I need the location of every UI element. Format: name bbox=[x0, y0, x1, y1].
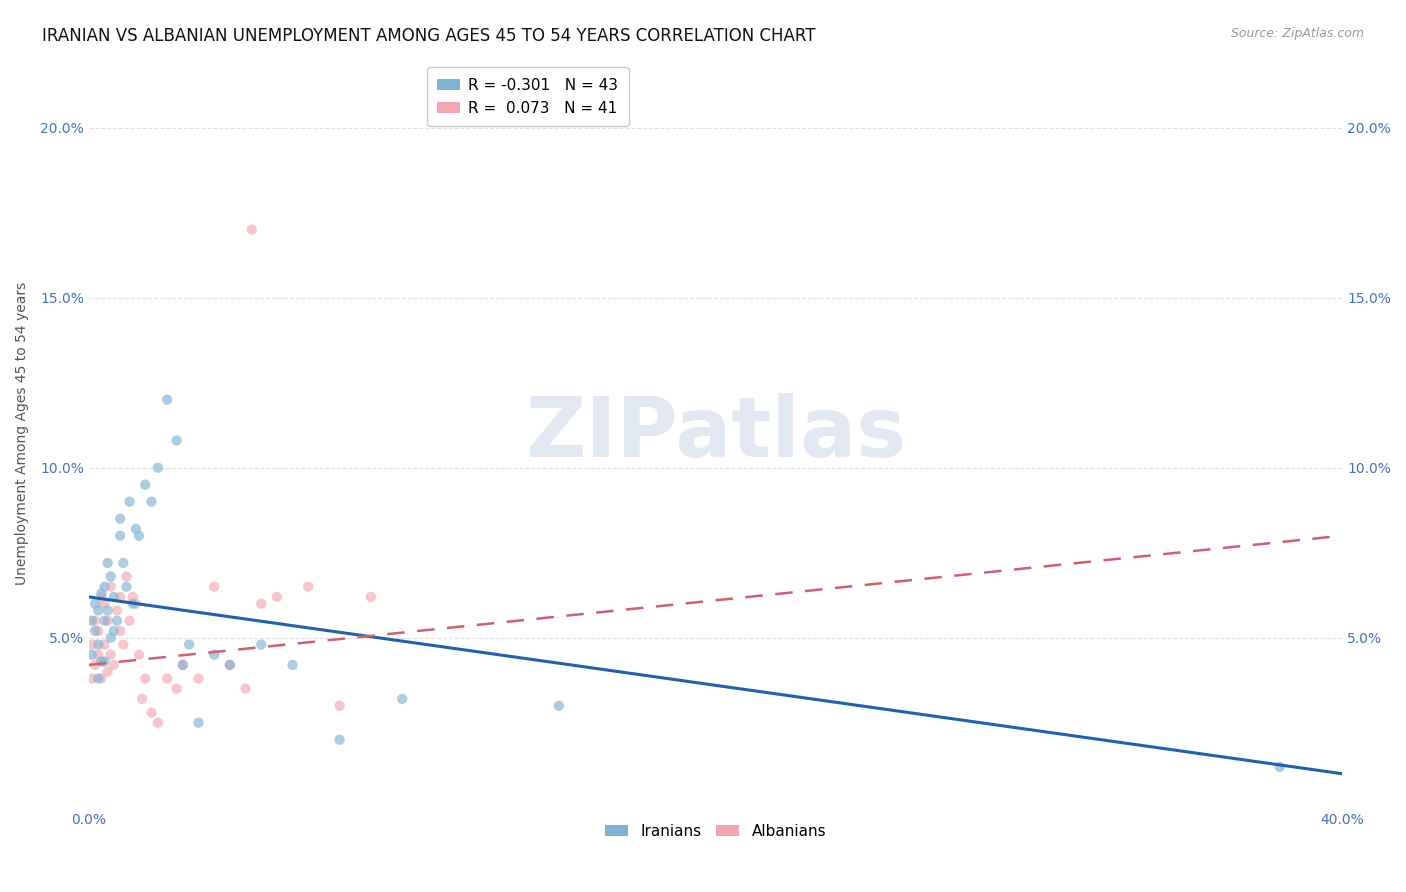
Text: ZIPatlas: ZIPatlas bbox=[524, 393, 905, 475]
Point bbox=[93, 614, 115, 628]
Point bbox=[172, 657, 194, 672]
Point bbox=[90, 655, 112, 669]
Point bbox=[266, 590, 288, 604]
Point bbox=[105, 614, 128, 628]
Point bbox=[97, 556, 120, 570]
Y-axis label: Unemployment Among Ages 45 to 54 years: Unemployment Among Ages 45 to 54 years bbox=[15, 282, 30, 585]
Text: Source: ZipAtlas.com: Source: ZipAtlas.com bbox=[1230, 27, 1364, 40]
Legend: Iranians, Albanians: Iranians, Albanians bbox=[599, 818, 832, 845]
Point bbox=[80, 648, 103, 662]
Point bbox=[166, 681, 188, 696]
Point bbox=[84, 614, 107, 628]
Point bbox=[328, 732, 350, 747]
Point bbox=[115, 580, 138, 594]
Point bbox=[179, 638, 201, 652]
Point bbox=[125, 522, 148, 536]
Point bbox=[112, 556, 135, 570]
Point bbox=[90, 586, 112, 600]
Point bbox=[108, 529, 131, 543]
Point bbox=[108, 624, 131, 638]
Point bbox=[80, 638, 103, 652]
Point bbox=[391, 692, 413, 706]
Point bbox=[235, 681, 257, 696]
Point bbox=[100, 631, 122, 645]
Point bbox=[118, 494, 141, 508]
Point bbox=[134, 477, 156, 491]
Point bbox=[93, 597, 115, 611]
Point bbox=[297, 580, 319, 594]
Point bbox=[93, 655, 115, 669]
Point bbox=[146, 460, 169, 475]
Point bbox=[90, 672, 112, 686]
Point bbox=[156, 672, 179, 686]
Point bbox=[131, 692, 153, 706]
Point bbox=[281, 657, 304, 672]
Point bbox=[80, 614, 103, 628]
Point bbox=[105, 603, 128, 617]
Point bbox=[80, 672, 103, 686]
Point bbox=[141, 706, 163, 720]
Point bbox=[87, 603, 110, 617]
Point bbox=[240, 222, 263, 236]
Point bbox=[103, 624, 125, 638]
Point bbox=[100, 569, 122, 583]
Point bbox=[121, 597, 143, 611]
Point bbox=[141, 494, 163, 508]
Point bbox=[84, 624, 107, 638]
Point bbox=[250, 638, 273, 652]
Point bbox=[128, 529, 150, 543]
Point bbox=[250, 597, 273, 611]
Point bbox=[166, 434, 188, 448]
Point bbox=[87, 638, 110, 652]
Point bbox=[97, 603, 120, 617]
Point bbox=[187, 715, 209, 730]
Point bbox=[103, 590, 125, 604]
Point bbox=[360, 590, 382, 604]
Point bbox=[108, 511, 131, 525]
Point bbox=[84, 597, 107, 611]
Point bbox=[202, 580, 225, 594]
Point bbox=[93, 580, 115, 594]
Point bbox=[90, 590, 112, 604]
Point bbox=[1268, 760, 1291, 774]
Point bbox=[121, 590, 143, 604]
Point bbox=[128, 648, 150, 662]
Point bbox=[547, 698, 569, 713]
Point bbox=[87, 648, 110, 662]
Point bbox=[97, 614, 120, 628]
Point bbox=[84, 657, 107, 672]
Point bbox=[125, 597, 148, 611]
Point bbox=[118, 614, 141, 628]
Point bbox=[103, 657, 125, 672]
Point bbox=[100, 648, 122, 662]
Point bbox=[115, 569, 138, 583]
Point bbox=[112, 638, 135, 652]
Point bbox=[97, 665, 120, 679]
Point bbox=[156, 392, 179, 407]
Point bbox=[202, 648, 225, 662]
Point bbox=[108, 590, 131, 604]
Point bbox=[134, 672, 156, 686]
Point bbox=[218, 657, 240, 672]
Point bbox=[187, 672, 209, 686]
Point bbox=[218, 657, 240, 672]
Point bbox=[172, 657, 194, 672]
Text: IRANIAN VS ALBANIAN UNEMPLOYMENT AMONG AGES 45 TO 54 YEARS CORRELATION CHART: IRANIAN VS ALBANIAN UNEMPLOYMENT AMONG A… bbox=[42, 27, 815, 45]
Point bbox=[93, 638, 115, 652]
Point bbox=[87, 624, 110, 638]
Point bbox=[87, 672, 110, 686]
Point bbox=[328, 698, 350, 713]
Point bbox=[146, 715, 169, 730]
Point bbox=[100, 580, 122, 594]
